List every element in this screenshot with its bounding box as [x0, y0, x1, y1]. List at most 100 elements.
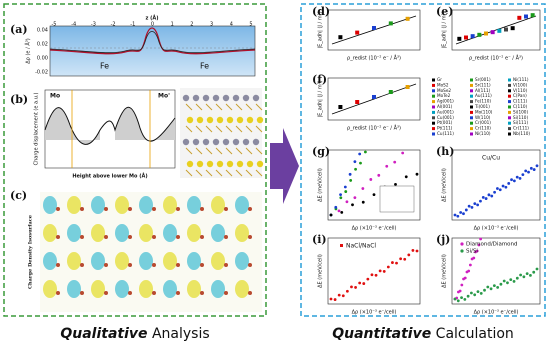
- isosurface: [139, 196, 153, 214]
- marker: [340, 211, 344, 214]
- marker: [355, 100, 360, 104]
- marker: [524, 14, 528, 19]
- marker: [518, 176, 522, 180]
- marker: [348, 172, 352, 176]
- legend-marker: [508, 89, 511, 93]
- x-tick-label: -1: [130, 22, 135, 28]
- legend-marker: [508, 83, 511, 87]
- caption-emphasis: Quantitative: [332, 326, 431, 342]
- atom: [212, 94, 220, 102]
- marker: [403, 257, 407, 261]
- marker: [366, 277, 370, 281]
- marker: [501, 184, 505, 188]
- marker: [385, 164, 389, 168]
- marker: [349, 179, 353, 182]
- legend-label: Pt(001): [437, 120, 453, 125]
- bond: [225, 103, 233, 111]
- axis-title: Height above lower Mo (Å): [72, 173, 147, 180]
- marker: [382, 270, 386, 273]
- marker: [388, 21, 393, 26]
- legend-marker: [470, 100, 473, 104]
- isosurface: [139, 224, 153, 242]
- marker: [504, 27, 508, 32]
- marker: [470, 291, 473, 295]
- legend-label: Fe(110): [475, 99, 491, 104]
- marker: [532, 168, 536, 171]
- atom: [200, 235, 204, 239]
- atom: [56, 235, 60, 239]
- legend-label: Sr(001): [475, 77, 491, 82]
- atom: [200, 263, 204, 267]
- marker: [404, 175, 408, 179]
- atom: [128, 263, 132, 267]
- marker: [506, 281, 509, 285]
- bond: [195, 169, 203, 177]
- atom: [192, 94, 200, 102]
- atom: [152, 291, 156, 295]
- isosurface: [211, 252, 225, 270]
- legend-label: C(Pan): [513, 93, 527, 98]
- isosurface: [163, 280, 177, 298]
- panel-label: (b): [10, 93, 28, 106]
- legend-marker: [508, 132, 511, 136]
- marker: [354, 286, 357, 289]
- marker: [473, 202, 477, 206]
- atom: [242, 94, 250, 102]
- bond: [225, 169, 233, 177]
- caption-emphasis: Qualitative: [60, 326, 147, 342]
- bond: [215, 169, 223, 177]
- isosurface: [163, 196, 177, 214]
- isosurface: [187, 196, 201, 214]
- legend-label: Pt(111): [437, 126, 453, 131]
- atom: [224, 291, 228, 295]
- marker: [338, 105, 343, 109]
- legend-marker: [340, 244, 343, 247]
- bond: [215, 147, 223, 155]
- x-tick-label: 3: [210, 22, 213, 28]
- plot-frame: [451, 149, 541, 221]
- marker: [522, 275, 526, 279]
- isosurface: [235, 224, 249, 242]
- isosurface: [187, 280, 201, 298]
- atom: [248, 263, 252, 267]
- marker: [411, 249, 415, 252]
- legend-label: C(110): [513, 104, 528, 109]
- atom: [128, 291, 132, 295]
- legend-marker: [432, 105, 435, 109]
- atom: [206, 160, 214, 168]
- legend-label: Cu(111): [437, 131, 454, 136]
- marker: [393, 160, 397, 164]
- bond: [255, 147, 263, 155]
- marker: [333, 298, 337, 301]
- atom: [252, 138, 260, 146]
- marker: [388, 90, 393, 94]
- atom: [176, 291, 180, 295]
- legend-marker: [460, 242, 464, 246]
- legend-label: Si(111): [513, 120, 528, 125]
- bond: [195, 147, 203, 155]
- atom-label: Fe: [100, 62, 109, 71]
- legend-label: MoTe2: [437, 93, 451, 98]
- atom-label: Mo: [50, 93, 60, 100]
- axis-title: Δρ (×10⁻³ e⁻/cell): [352, 226, 397, 232]
- legend-marker: [470, 83, 473, 87]
- caption-rest: Analysis: [148, 326, 210, 342]
- x-tick-label: -4: [71, 22, 76, 28]
- atom: [202, 94, 210, 102]
- marker: [344, 190, 348, 193]
- isosurface: [67, 280, 81, 298]
- legend-label: MoSe2: [437, 88, 451, 93]
- marker: [343, 185, 347, 189]
- atom: [222, 138, 230, 146]
- marker: [359, 161, 362, 165]
- marker: [463, 298, 467, 301]
- legend-label: Cr(110): [475, 126, 491, 131]
- legend-label: Si(100): [513, 109, 528, 114]
- atom: [128, 235, 132, 239]
- atom: [248, 291, 252, 295]
- bond: [225, 125, 233, 133]
- isosurface: [187, 224, 201, 242]
- marker: [337, 293, 341, 297]
- bond: [235, 147, 243, 155]
- panel-label: (g): [312, 145, 330, 158]
